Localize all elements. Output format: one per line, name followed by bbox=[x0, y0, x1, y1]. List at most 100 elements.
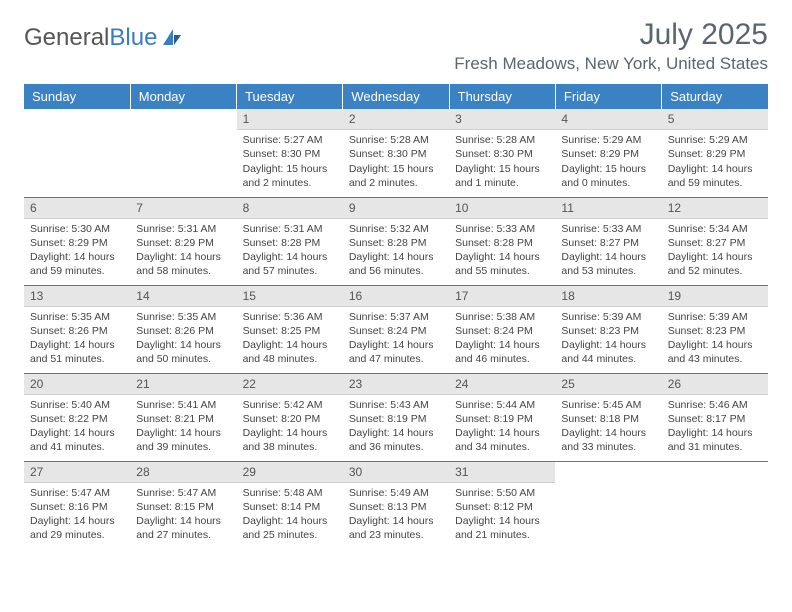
day-number: 18 bbox=[555, 286, 661, 307]
day-number: 8 bbox=[237, 198, 343, 219]
day-number: 27 bbox=[24, 462, 130, 483]
day-body: Sunrise: 5:35 AMSunset: 8:26 PMDaylight:… bbox=[24, 307, 130, 373]
calendar-cell: 21Sunrise: 5:41 AMSunset: 8:21 PMDayligh… bbox=[130, 373, 236, 461]
day-number: 6 bbox=[24, 198, 130, 219]
empty-cell bbox=[24, 109, 130, 129]
daylight-text: Daylight: 14 hours and 51 minutes. bbox=[30, 338, 124, 366]
sunset-text: Sunset: 8:30 PM bbox=[349, 147, 443, 161]
daylight-text: Daylight: 14 hours and 23 minutes. bbox=[349, 514, 443, 542]
sunset-text: Sunset: 8:29 PM bbox=[561, 147, 655, 161]
day-body: Sunrise: 5:33 AMSunset: 8:28 PMDaylight:… bbox=[449, 219, 555, 285]
sunrise-text: Sunrise: 5:38 AM bbox=[455, 310, 549, 324]
sunset-text: Sunset: 8:21 PM bbox=[136, 412, 230, 426]
day-number: 5 bbox=[662, 109, 768, 130]
sunrise-text: Sunrise: 5:33 AM bbox=[561, 222, 655, 236]
sunrise-text: Sunrise: 5:31 AM bbox=[136, 222, 230, 236]
calendar-cell: 19Sunrise: 5:39 AMSunset: 8:23 PMDayligh… bbox=[662, 285, 768, 373]
day-body: Sunrise: 5:34 AMSunset: 8:27 PMDaylight:… bbox=[662, 219, 768, 285]
sunset-text: Sunset: 8:28 PM bbox=[349, 236, 443, 250]
empty-cell bbox=[662, 462, 768, 482]
sail-icon bbox=[161, 27, 183, 47]
day-header: Friday bbox=[555, 84, 661, 109]
brand-logo: GeneralBlue bbox=[24, 24, 183, 52]
calendar-cell: 26Sunrise: 5:46 AMSunset: 8:17 PMDayligh… bbox=[662, 373, 768, 461]
sunrise-text: Sunrise: 5:34 AM bbox=[668, 222, 762, 236]
calendar-week: 27 Sunrise: 5:47 AM Sunset: 8:16 PM Dayligh… bbox=[24, 461, 768, 549]
sunset-text: Sunset: 8:26 PM bbox=[30, 324, 124, 338]
day-body: Sunrise: 5:41 AMSunset: 8:21 PMDaylight:… bbox=[130, 395, 236, 461]
daylight-text: Daylight: 14 hours and 39 minutes. bbox=[136, 426, 230, 454]
sunset-text: Sunset: 8:18 PM bbox=[561, 412, 655, 426]
sunrise-text: Sunrise: 5:40 AM bbox=[30, 398, 124, 412]
title-block: July 2025 Fresh Meadows, New York, Unite… bbox=[454, 18, 768, 80]
day-header: Monday bbox=[130, 84, 236, 109]
calendar-cell bbox=[662, 461, 768, 549]
daylight-text: Daylight: 14 hours and 48 minutes. bbox=[243, 338, 337, 366]
day-number: 16 bbox=[343, 286, 449, 307]
sunset-text: Sunset: 8:22 PM bbox=[30, 412, 124, 426]
day-number: 4 bbox=[555, 109, 661, 130]
daylight-text: Daylight: 14 hours and 56 minutes. bbox=[349, 250, 443, 278]
daylight-text: Daylight: 14 hours and 59 minutes. bbox=[668, 162, 762, 190]
daylight-text: Daylight: 14 hours and 57 minutes. bbox=[243, 250, 337, 278]
day-number: 22 bbox=[237, 374, 343, 395]
day-body: Sunrise: 5:50 AMSunset: 8:12 PMDaylight:… bbox=[449, 483, 555, 549]
day-body: Sunrise: 5:46 AMSunset: 8:17 PMDaylight:… bbox=[662, 395, 768, 461]
sunset-text: Sunset: 8:30 PM bbox=[243, 147, 337, 161]
day-header: Thursday bbox=[449, 84, 555, 109]
day-number: 19 bbox=[662, 286, 768, 307]
calendar-cell: 10Sunrise: 5:33 AMSunset: 8:28 PMDayligh… bbox=[449, 197, 555, 285]
sunrise-text: Sunrise: 5:31 AM bbox=[243, 222, 337, 236]
daylight-text: Daylight: 14 hours and 50 minutes. bbox=[136, 338, 230, 366]
location-label: Fresh Meadows, New York, United States bbox=[454, 54, 768, 74]
calendar-cell: 28Sunrise: 5:47 AMSunset: 8:15 PMDayligh… bbox=[130, 461, 236, 549]
sunrise-text: Sunrise: 5:27 AM bbox=[243, 133, 337, 147]
daylight-text: Daylight: 14 hours and 33 minutes. bbox=[561, 426, 655, 454]
sunrise-text: Sunrise: 5:50 AM bbox=[455, 486, 549, 500]
calendar-cell: 24Sunrise: 5:44 AMSunset: 8:19 PMDayligh… bbox=[449, 373, 555, 461]
calendar-cell: 13Sunrise: 5:35 AMSunset: 8:26 PMDayligh… bbox=[24, 285, 130, 373]
sunset-text: Sunset: 8:16 PM bbox=[30, 500, 124, 514]
day-number: 21 bbox=[130, 374, 236, 395]
sunset-text: Sunset: 8:24 PM bbox=[349, 324, 443, 338]
daylight-text: Daylight: 14 hours and 36 minutes. bbox=[349, 426, 443, 454]
sunset-text: Sunset: 8:19 PM bbox=[455, 412, 549, 426]
day-number: 15 bbox=[237, 286, 343, 307]
header: GeneralBlue July 2025 Fresh Meadows, New… bbox=[24, 18, 768, 80]
sunrise-text: Sunrise: 5:29 AM bbox=[561, 133, 655, 147]
sunset-text: Sunset: 8:20 PM bbox=[243, 412, 337, 426]
sunset-text: Sunset: 8:26 PM bbox=[136, 324, 230, 338]
sunset-text: Sunset: 8:13 PM bbox=[349, 500, 443, 514]
sunset-text: Sunset: 8:28 PM bbox=[243, 236, 337, 250]
calendar-week: 20Sunrise: 5:40 AMSunset: 8:22 PMDayligh… bbox=[24, 373, 768, 461]
calendar-cell: 7Sunrise: 5:31 AMSunset: 8:29 PMDaylight… bbox=[130, 197, 236, 285]
sunrise-text: Sunrise: 5:33 AM bbox=[455, 222, 549, 236]
daylight-text: Daylight: 14 hours and 53 minutes. bbox=[561, 250, 655, 278]
sunrise-text: Sunrise: 5:45 AM bbox=[561, 398, 655, 412]
sunset-text: Sunset: 8:14 PM bbox=[243, 500, 337, 514]
daylight-text: Daylight: 14 hours and 47 minutes. bbox=[349, 338, 443, 366]
daylight-text: Daylight: 14 hours and 52 minutes. bbox=[668, 250, 762, 278]
day-body: Sunrise: 5:35 AMSunset: 8:26 PMDaylight:… bbox=[130, 307, 236, 373]
calendar-week: 6 Sunrise: 5:30 AMSunset: 8:29 PM Daylight… bbox=[24, 197, 768, 285]
day-body: Sunrise: 5:47 AMSunset: 8:15 PMDaylight:… bbox=[130, 483, 236, 549]
calendar-cell: 18Sunrise: 5:39 AMSunset: 8:23 PMDayligh… bbox=[555, 285, 661, 373]
calendar-cell: 3Sunrise: 5:28 AMSunset: 8:30 PMDaylight… bbox=[449, 109, 555, 197]
sunset-text: Sunset: 8:29 PM bbox=[30, 236, 124, 250]
sunrise-text: Sunrise: 5:47 AM bbox=[136, 486, 230, 500]
calendar-cell: 8 Sunrise: 5:31 AMSunset: 8:28 PMDaylight… bbox=[237, 197, 343, 285]
day-body: Sunrise: 5:38 AMSunset: 8:24 PMDaylight:… bbox=[449, 307, 555, 373]
sunrise-text: Sunrise: 5:39 AM bbox=[561, 310, 655, 324]
day-number: 1 bbox=[237, 109, 343, 130]
calendar-cell: 6Sunrise: 5:30 AMSunset: 8:29 PMDaylight… bbox=[24, 197, 130, 285]
daylight-text: Daylight: 14 hours and 41 minutes. bbox=[30, 426, 124, 454]
day-number: 17 bbox=[449, 286, 555, 307]
sunrise-text: Sunrise: 5:29 AM bbox=[668, 133, 762, 147]
day-header: Wednesday bbox=[343, 84, 449, 109]
sunrise-text: Sunrise: 5:30 AM bbox=[30, 222, 124, 236]
calendar-cell: 22Sunrise: 5:42 AMSunset: 8:20 PMDayligh… bbox=[237, 373, 343, 461]
sunrise-text: Sunrise: 5:39 AM bbox=[668, 310, 762, 324]
day-number: 31 bbox=[449, 462, 555, 483]
day-body: Sunrise: 5:31 AMSunset: 8:29 PMDaylight:… bbox=[130, 219, 236, 285]
calendar-cell bbox=[24, 109, 130, 197]
